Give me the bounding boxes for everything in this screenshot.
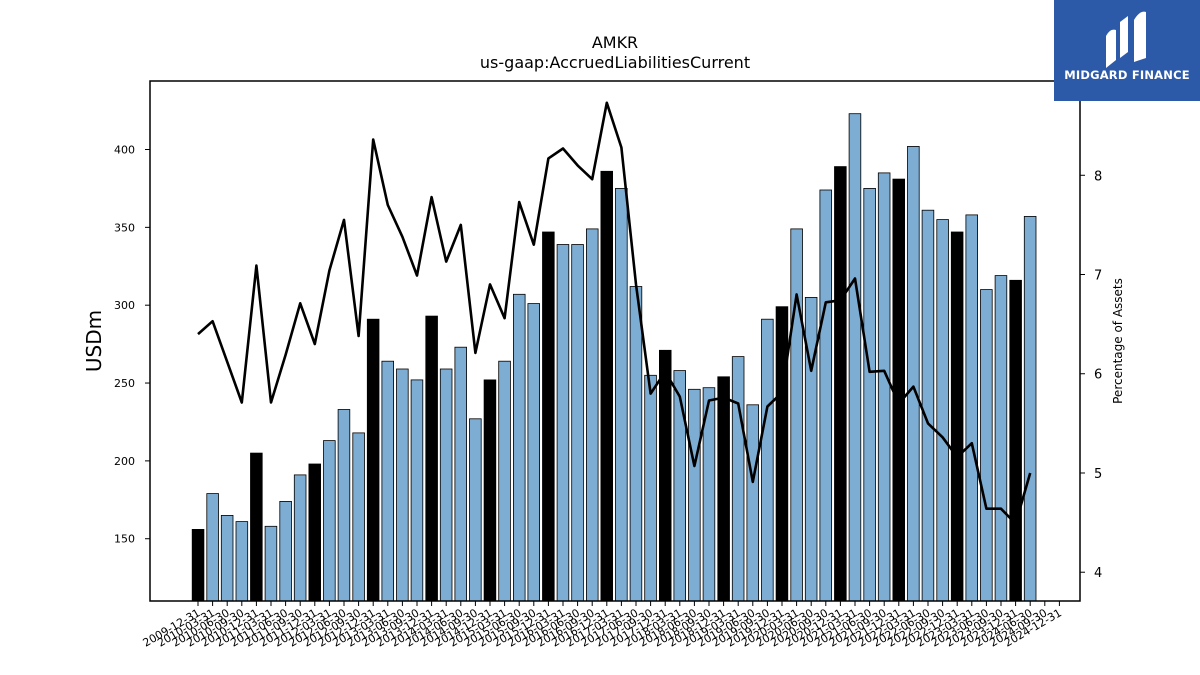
- plot-frame: [149, 80, 1081, 602]
- bar: [921, 209, 935, 602]
- bar: [293, 474, 307, 602]
- bar: [717, 376, 730, 602]
- bar: [746, 404, 760, 602]
- bar: [410, 379, 424, 602]
- bar: [425, 315, 438, 602]
- bar: [483, 379, 497, 602]
- percentage-line-series: [197, 101, 1032, 525]
- bar: [571, 244, 584, 602]
- bar: [950, 231, 964, 602]
- x-axis-ticks: 2009-12-312010-03-312010-06-302010-09-30…: [141, 601, 1064, 650]
- bar: [980, 289, 993, 602]
- bar: [731, 356, 745, 602]
- y-tick-label: 200: [114, 455, 135, 468]
- y-axis-label: USDm: [82, 310, 106, 372]
- bar: [659, 349, 672, 602]
- bar: [629, 286, 643, 602]
- bar: [673, 370, 687, 602]
- y2-axis-label: Percentage of Assets: [1111, 278, 1125, 404]
- bar: [323, 440, 336, 602]
- bar: [965, 214, 979, 602]
- bar: [1009, 279, 1022, 602]
- bar: [381, 360, 394, 602]
- bar: [994, 275, 1008, 602]
- bar-series: [191, 113, 1037, 602]
- bar: [439, 368, 453, 602]
- y-tick-label: 400: [114, 144, 135, 157]
- bar: [513, 293, 526, 602]
- bar: [250, 452, 263, 602]
- bar: [337, 409, 351, 602]
- bar: [235, 521, 249, 602]
- y-tick-label: 250: [114, 377, 135, 390]
- bar: [936, 219, 949, 602]
- bar: [615, 187, 628, 602]
- chart-subtitle: us-gaap:AccruedLiabilitiesCurrent: [480, 53, 750, 72]
- bar: [556, 244, 570, 602]
- brand-logo: MIDGARD FINANCE: [1054, 0, 1200, 101]
- bar: [454, 346, 467, 602]
- bar: [220, 515, 234, 602]
- bar: [848, 113, 862, 602]
- bar: [892, 178, 906, 602]
- bar: [352, 432, 365, 602]
- bar: [191, 529, 205, 602]
- bar: [366, 318, 380, 602]
- y2-tick-label: 5: [1094, 467, 1102, 482]
- y2-axis-ticks: 4 5 6 7 8: [1080, 169, 1102, 581]
- bar: [688, 388, 701, 602]
- bar: [1023, 215, 1037, 602]
- bar: [542, 231, 555, 602]
- y2-tick-label: 4: [1094, 566, 1102, 581]
- bar: [600, 170, 614, 602]
- bar: [527, 303, 541, 602]
- logo-text: MIDGARD FINANCE: [1064, 68, 1190, 82]
- chart-title: AMKR: [592, 33, 638, 52]
- percentage-line: [197, 101, 1032, 525]
- bar: [877, 172, 891, 602]
- bar: [396, 368, 409, 602]
- bar: [834, 166, 847, 602]
- y2-tick-label: 7: [1094, 269, 1102, 284]
- bar: [907, 145, 920, 602]
- bar: [863, 187, 876, 602]
- bar: [206, 493, 219, 602]
- y2-tick-label: 6: [1094, 368, 1102, 383]
- midgard-logo-icon: [1106, 11, 1146, 69]
- bar: [264, 525, 278, 602]
- y-tick-label: 300: [114, 299, 135, 312]
- bar: [469, 418, 482, 602]
- bar: [644, 374, 657, 602]
- bar: [308, 463, 321, 602]
- bar: [775, 306, 789, 602]
- bar: [279, 500, 292, 602]
- bar: [819, 189, 833, 602]
- bar: [498, 360, 511, 602]
- bar: [586, 228, 599, 602]
- y-tick-label: 350: [114, 221, 135, 234]
- y2-tick-label: 8: [1094, 169, 1102, 184]
- y-axis-ticks: 150 200 250 300 350 400: [114, 144, 150, 546]
- y-tick-label: 150: [114, 533, 135, 546]
- bar: [761, 318, 774, 602]
- bar: [790, 228, 803, 602]
